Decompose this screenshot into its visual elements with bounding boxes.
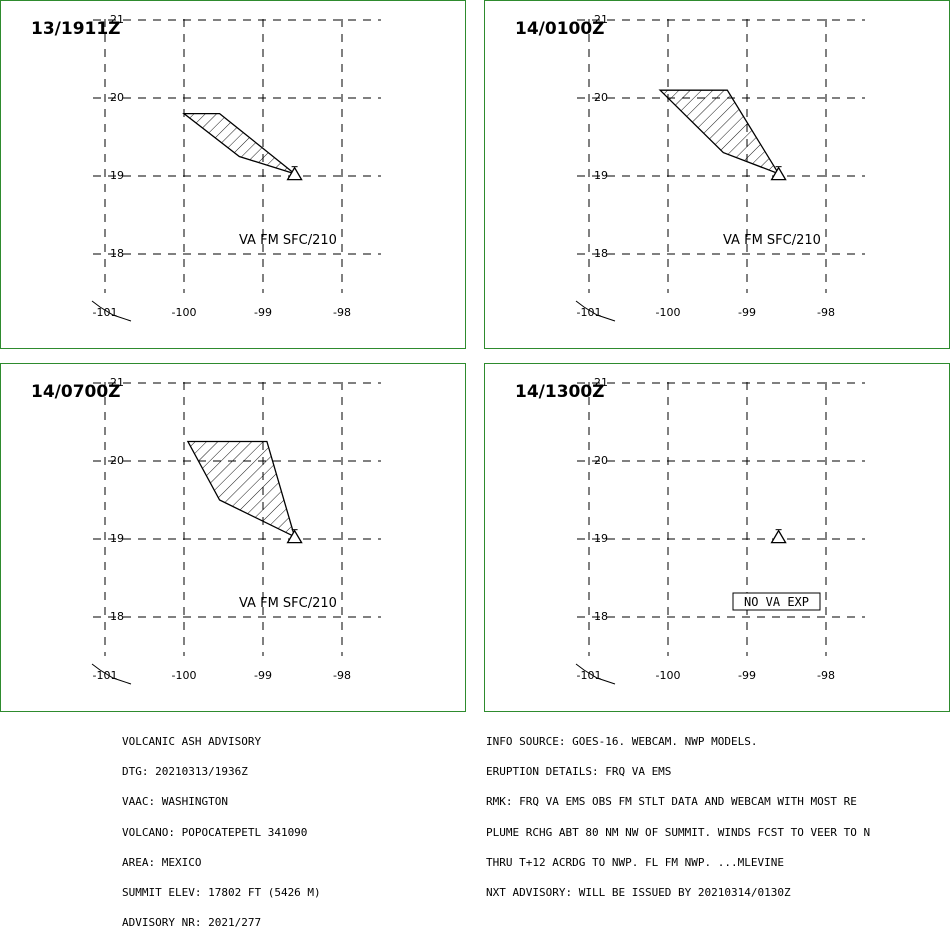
longitude-tick-label: -101 bbox=[93, 669, 118, 682]
map-panel-3: -101 -100 -99 -98 21 20 19 18 VA FM SFC/210 14/0… bbox=[0, 363, 466, 712]
advisory-line: SUMMIT ELEV: 17802 FT (5426 M) bbox=[122, 885, 321, 899]
advisory-line: PLUME RCHG ABT 80 NM NW OF SUMMIT. WINDS… bbox=[486, 825, 871, 839]
map-panel-1: -101 -100 -99 -98 21 20 19 18 VA FM SFC/210 13/1… bbox=[0, 0, 466, 349]
volcano-triangle-icon bbox=[286, 166, 303, 181]
map-panel-2: -101 -100 -99 -98 21 20 19 18 VA FM SFC/210 14/0… bbox=[484, 0, 950, 349]
map-canvas: -101 -100 -99 -98 21 20 19 18 VA FM SFC/210 bbox=[91, 376, 381, 685]
longitude-tick-label: -98 bbox=[333, 669, 351, 682]
panel-time-label: 14/0700Z bbox=[31, 382, 121, 402]
longitude-tick-label: -100 bbox=[172, 306, 197, 319]
latitude-tick-label: 18 bbox=[594, 610, 608, 623]
latitude-tick-label: 18 bbox=[110, 610, 124, 623]
longitude-tick-label: -101 bbox=[577, 306, 602, 319]
longitude-tick-label: -101 bbox=[93, 306, 118, 319]
latitude-tick-label: 18 bbox=[110, 247, 124, 260]
panel-time-label: 14/0100Z bbox=[515, 19, 605, 39]
panel-time-label: 13/1911Z bbox=[31, 19, 121, 39]
map-canvas: -101 -100 -99 -98 21 20 19 18 VA FM SFC/210 bbox=[91, 13, 381, 322]
volcano-triangle-icon bbox=[286, 529, 303, 544]
latitude-tick-label: 19 bbox=[110, 169, 124, 182]
map-canvas: -101 -100 -99 -98 21 20 19 18 NO VA EXP bbox=[575, 376, 865, 685]
longitude-tick-label: -101 bbox=[577, 669, 602, 682]
advisory-line: INFO SOURCE: GOES-16. WEBCAM. NWP MODELS… bbox=[486, 735, 758, 748]
latitude-tick-label: 21 bbox=[110, 376, 124, 389]
map-panel-4: -101 -100 -99 -98 21 20 19 18 NO VA EXP 14/1300Z bbox=[484, 363, 950, 712]
advisory-line: VOLCANO: POPOCATEPETL 341090 bbox=[122, 825, 308, 839]
no-ash-label: NO VA EXP bbox=[744, 595, 809, 609]
advisory-line: ERUPTION DETAILS: FRQ VA EMS bbox=[486, 765, 672, 779]
advisory-remarks-block: INFO SOURCE: GOES-16. WEBCAM. NWP MODELS… bbox=[486, 717, 870, 908]
longitude-tick-label: -99 bbox=[254, 669, 272, 682]
longitude-tick-label: -100 bbox=[172, 669, 197, 682]
latitude-tick-label: 20 bbox=[110, 454, 124, 467]
volcano-triangle-icon bbox=[770, 166, 787, 181]
latitude-tick-label: 20 bbox=[594, 91, 608, 104]
longitude-tick-label: -98 bbox=[817, 306, 835, 319]
longitude-tick-label: -99 bbox=[254, 306, 272, 319]
advisory-header-block: VOLCANIC ASH ADVISORY DTG: 20210313/1936… bbox=[122, 717, 321, 938]
longitude-tick-label: -98 bbox=[333, 306, 351, 319]
longitude-tick-label: -100 bbox=[656, 306, 681, 319]
ash-layer-label: VA FM SFC/210 bbox=[723, 233, 821, 248]
advisory-line: NXT ADVISORY: WILL BE ISSUED BY 20210314… bbox=[486, 885, 791, 899]
ash-cloud-polygon bbox=[182, 112, 296, 175]
coastline bbox=[91, 663, 132, 685]
longitude-tick-label: -98 bbox=[817, 669, 835, 682]
latitude-tick-label: 19 bbox=[594, 169, 608, 182]
latitude-tick-label: 21 bbox=[110, 13, 124, 26]
longitude-tick-label: -99 bbox=[738, 306, 756, 319]
ash-layer-label: VA FM SFC/210 bbox=[239, 233, 337, 248]
latitude-tick-label: 21 bbox=[594, 13, 608, 26]
longitude-tick-label: -99 bbox=[738, 669, 756, 682]
advisory-line: VAAC: WASHINGTON bbox=[122, 795, 228, 809]
advisory-line: ADVISORY NR: 2021/277 bbox=[122, 916, 262, 930]
advisory-line: VOLCANIC ASH ADVISORY bbox=[122, 735, 262, 748]
latitude-tick-label: 20 bbox=[594, 454, 608, 467]
ash-layer-label: VA FM SFC/210 bbox=[239, 596, 337, 611]
map-canvas: -101 -100 -99 -98 21 20 19 18 VA FM SFC/210 bbox=[575, 13, 865, 322]
advisory-line: RMK: FRQ VA EMS OBS FM STLT DATA AND WEB… bbox=[486, 795, 857, 809]
advisory-line: THRU T+12 ACRDG TO NWP. FL FM NWP. ...ML… bbox=[486, 855, 785, 869]
ash-cloud-polygon bbox=[658, 89, 781, 175]
latitude-tick-label: 20 bbox=[110, 91, 124, 104]
advisory-line: AREA: MEXICO bbox=[122, 855, 202, 869]
advisory-line: DTG: 20210313/1936Z bbox=[122, 765, 248, 779]
ash-cloud-polygon bbox=[186, 440, 296, 538]
latitude-tick-label: 19 bbox=[110, 532, 124, 545]
longitude-tick-label: -100 bbox=[656, 669, 681, 682]
panel-time-label: 14/1300Z bbox=[515, 382, 605, 402]
coastline bbox=[575, 663, 616, 685]
latitude-tick-label: 18 bbox=[594, 247, 608, 260]
latitude-tick-label: 21 bbox=[594, 376, 608, 389]
volcano-triangle-icon bbox=[770, 529, 787, 544]
coastline bbox=[91, 300, 132, 322]
coastline bbox=[575, 300, 616, 322]
no-ash-label-box bbox=[732, 592, 821, 611]
latitude-tick-label: 19 bbox=[594, 532, 608, 545]
